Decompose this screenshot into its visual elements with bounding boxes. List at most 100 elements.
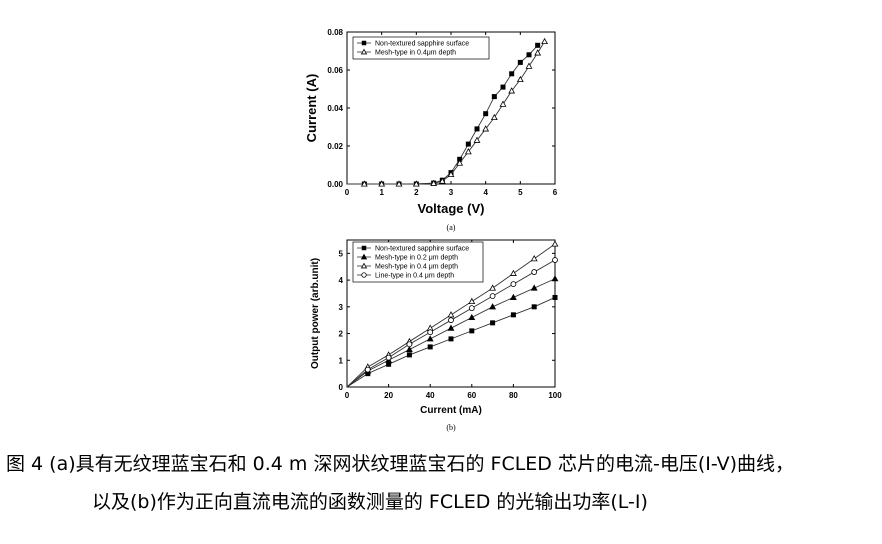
legend-box [352, 241, 484, 283]
data-point [385, 354, 392, 361]
data-point [426, 335, 434, 342]
legend-marker [361, 272, 367, 278]
y-axis-label: Current (A) [304, 74, 319, 143]
legend-label: Line-type in 0.4 μm depth [375, 273, 454, 280]
data-point [491, 94, 497, 100]
y-tick-label: 3 [339, 303, 344, 312]
x-tick-label: 5 [518, 188, 523, 197]
data-point [430, 179, 438, 186]
data-point [473, 136, 481, 143]
data-point [551, 275, 559, 282]
series-2 [347, 37, 549, 187]
data-point [468, 297, 476, 305]
plot-frame [346, 239, 556, 388]
x-tick-label: 1 [379, 188, 384, 197]
y-tick-label: 2 [339, 330, 344, 339]
data-point [508, 87, 516, 94]
data-point [509, 293, 517, 301]
data-point [489, 284, 497, 291]
data-point [474, 126, 480, 132]
data-point [541, 37, 549, 45]
chart-panel-a: 0 1 2 3 4 5 6 0.00 0.02 0.04 0.06 0.08 Voltage (V) Cu… [304, 28, 558, 232]
legend-marker [361, 245, 367, 251]
legend: Non-textured sapphire surface Mesh-type i… [352, 241, 484, 283]
data-point [510, 312, 516, 318]
x-tick-label: 3 [449, 188, 454, 197]
legend-marker [360, 253, 368, 260]
x-tick-label: 80 [509, 391, 518, 400]
y-tick-label: 0.08 [327, 28, 343, 37]
data-point [499, 100, 507, 107]
data-point [490, 113, 498, 121]
y-tick-label: 0.04 [327, 104, 343, 113]
data-point [447, 324, 455, 331]
x-tick-label: 20 [384, 391, 393, 400]
x-tick-label: 0 [345, 391, 350, 400]
x-tick-label: 2 [414, 188, 419, 197]
y-tick-label: 4 [339, 276, 344, 285]
data-point [482, 125, 490, 132]
data-point [531, 269, 538, 275]
data-point [427, 329, 434, 336]
data-point [510, 281, 517, 288]
legend-label: Mesh-type in 0.2 μm depth [375, 255, 458, 262]
data-point [483, 111, 489, 117]
data-point [530, 284, 538, 291]
x-tick-label: 100 [548, 391, 562, 400]
data-point [360, 180, 368, 187]
legend: Non-textured sapphire surface Mesh-type i… [352, 36, 490, 60]
data-point [489, 303, 497, 310]
series-line [347, 41, 545, 185]
data-point [490, 320, 496, 326]
data-point [525, 62, 533, 69]
data-point [427, 344, 433, 350]
x-tick-label: 6 [553, 188, 558, 197]
data-point [509, 71, 515, 77]
data-point [406, 352, 412, 358]
data-point [447, 170, 455, 178]
data-point [457, 156, 463, 162]
y-axis-label: Output power (arb.unit) [310, 258, 321, 369]
data-point [534, 49, 542, 56]
series-1 [347, 42, 541, 187]
legend-marker [360, 48, 368, 55]
data-point [395, 180, 403, 187]
series-1 [346, 294, 558, 388]
legend-marker [361, 40, 367, 46]
legend-label: Mesh-type in 0.4μm depth [375, 50, 456, 57]
x-axis-label: Current (mA) [420, 405, 482, 416]
data-point [468, 313, 476, 321]
x-tick-label: 0 [345, 188, 350, 197]
y-tick-label: 0 [339, 383, 344, 392]
legend-label: Non-textured sapphire surface [375, 246, 469, 253]
x-tick-label: 40 [426, 391, 435, 400]
y-tick-label: 5 [339, 249, 344, 258]
panel-label: (b) [446, 423, 456, 432]
data-point [448, 317, 454, 324]
data-point [364, 366, 371, 373]
legend-label: Non-textured sapphire surface [375, 41, 469, 48]
legend-label: Mesh-type in 0.4 μm depth [375, 264, 458, 271]
x-axis-label: Voltage (V) [418, 201, 485, 216]
data-point [448, 336, 454, 342]
legend-box [352, 36, 490, 60]
y-tick-label: 0.06 [327, 66, 343, 75]
data-point [489, 293, 496, 300]
legend-marker [360, 262, 368, 269]
data-point [526, 52, 532, 58]
series-line [346, 278, 556, 388]
data-point [516, 75, 524, 83]
data-point [552, 294, 558, 300]
data-point [438, 177, 446, 184]
series-line [346, 297, 556, 388]
series-2 [346, 275, 559, 388]
data-point [552, 257, 558, 263]
data-point [551, 240, 559, 247]
y-tick-label: 1 [339, 356, 344, 365]
data-point [447, 311, 455, 318]
data-point [412, 180, 420, 187]
x-tick-label: 60 [467, 391, 476, 400]
data-point [468, 305, 475, 312]
figure-caption-line-1: 图 4 (a)具有无纹理蓝宝石和 0.4 m 深网状纹理蓝宝石的 FCLED 芯… [6, 453, 795, 475]
data-point [386, 361, 392, 367]
